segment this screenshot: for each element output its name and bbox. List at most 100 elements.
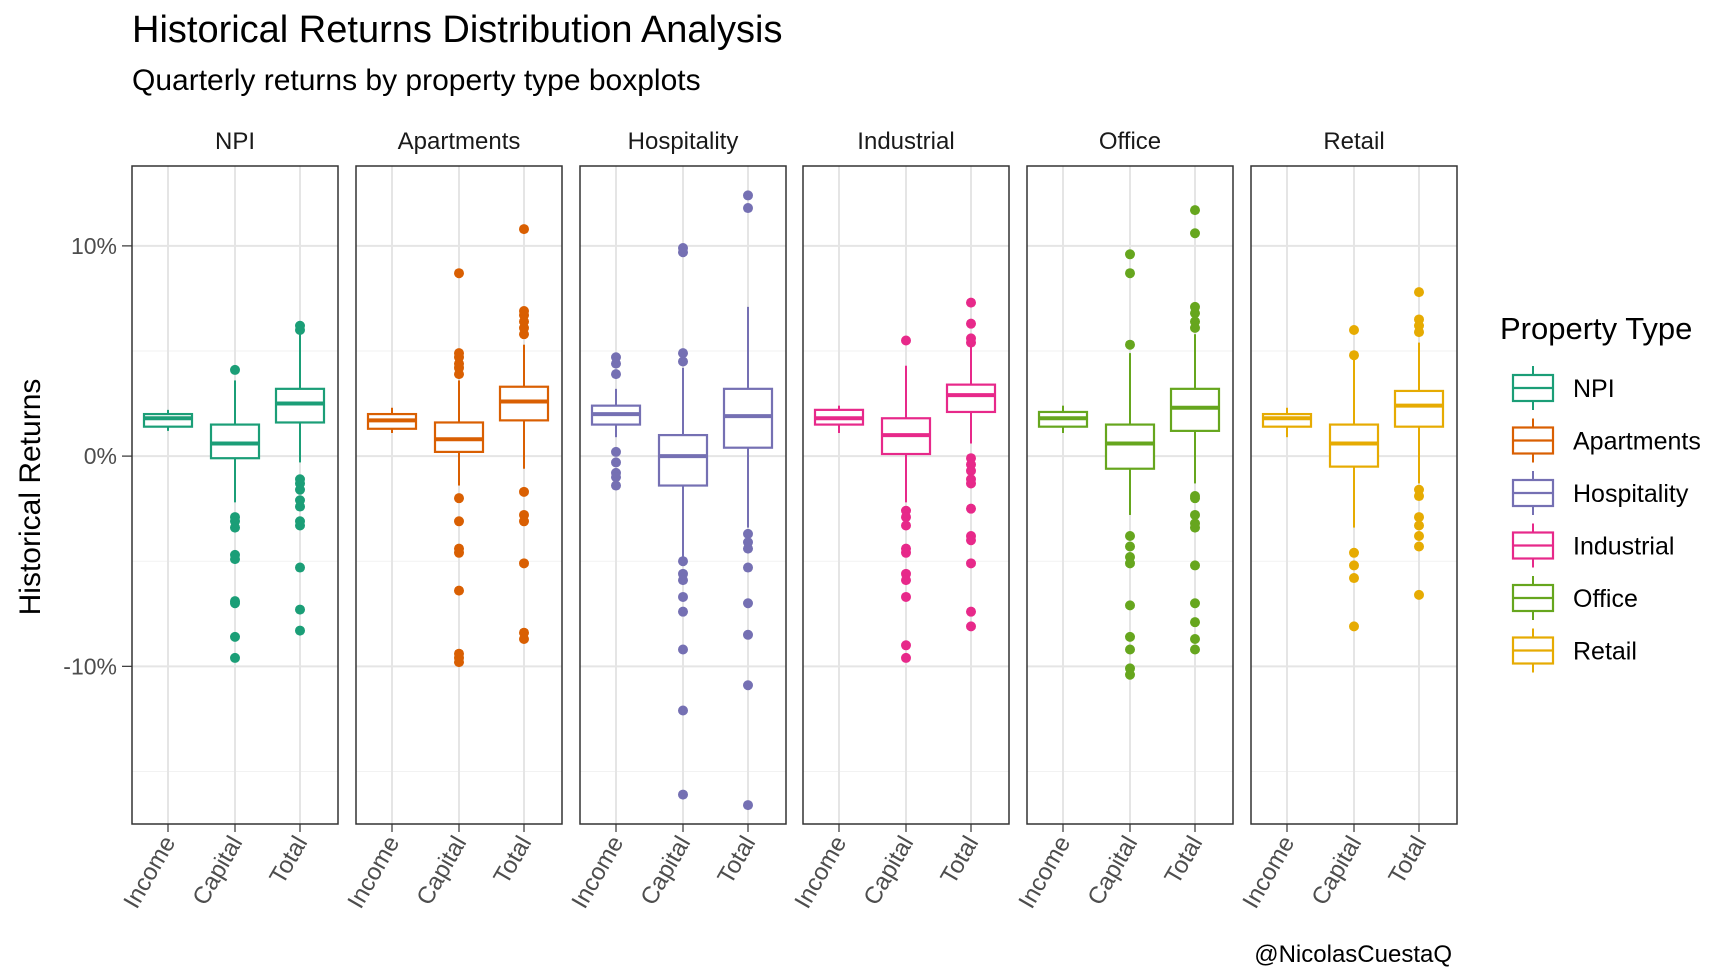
outlier-point [901,520,911,531]
outlier-point [230,652,240,663]
chart-caption: @NicolasCuestaQ [1254,941,1452,968]
outlier-point [678,242,688,253]
outlier-point [966,535,976,546]
box-office-total [1169,205,1221,655]
outlier-point [1414,287,1424,298]
outlier-point [678,575,688,586]
panel-strip-label: NPI [215,128,255,155]
box-apartments-total [498,224,550,645]
panel-strip-label: Office [1099,128,1161,155]
outlier-point [1125,558,1135,569]
x-tick-label: Income [1013,832,1076,914]
outlier-point [230,631,240,642]
outlier-point [1125,631,1135,642]
legend-item-hospitality: Hospitality [1511,471,1689,515]
outlier-point [230,364,240,375]
outlier-point [678,348,688,359]
outlier-point [454,268,464,279]
legend-item-label: Office [1573,585,1638,613]
panel-apartments: Apartments Income Capital Total [342,128,563,914]
outlier-point [743,680,753,691]
outlier-point [295,520,305,531]
outlier-point [519,306,529,317]
outlier-point [1125,669,1135,680]
box-hospitality-total [722,190,774,811]
legend-title: Property Type [1500,311,1692,346]
outlier-point [1414,327,1424,338]
outlier-point [519,558,529,569]
box-apartments-capital [433,268,485,668]
outlier-point [743,562,753,573]
outlier-point [1190,634,1200,645]
outlier-point [1349,350,1359,361]
outlier-point [1125,339,1135,350]
outlier-point [678,705,688,716]
outlier-point [1414,589,1424,600]
x-tick-label: Income [566,832,629,914]
box-industrial-income [813,405,865,433]
outlier-point [1349,560,1359,571]
legend-item-office: Office [1511,576,1638,620]
outlier-point [1190,644,1200,655]
outlier-point [743,543,753,554]
box-office-income [1037,405,1089,433]
outlier-point [678,591,688,602]
outlier-point [678,789,688,800]
outlier-point [519,486,529,497]
x-tick-label: Capital [1082,832,1143,910]
outlier-point [966,503,976,514]
outlier-point [1125,600,1135,611]
iqr-box [433,421,485,454]
y-axis-label: Historical Returns [14,379,47,616]
outlier-point [1349,324,1359,335]
outlier-point [901,640,911,651]
outlier-point [295,501,305,512]
iqr-box [1169,387,1221,432]
panel-strip-label: Apartments [398,128,521,155]
outlier-point [230,554,240,565]
outlier-point [1190,617,1200,628]
x-tick-label: Capital [858,832,919,910]
iqr-box [274,387,326,424]
iqr-box [1104,423,1156,470]
legend-items: NPI Apartments Hospitality Industrial Office… [1511,366,1701,673]
y-tick-label: -10% [63,653,117,679]
outlier-point [1414,520,1424,531]
outlier-point [743,203,753,214]
y-tick-label: 10% [71,233,117,259]
box-hospitality-income [590,352,642,491]
chart-title: Historical Returns Distribution Analysis [132,9,782,51]
outlier-point [454,657,464,668]
outlier-point [966,337,976,348]
outlier-point [611,472,621,483]
panel-strip-label: Industrial [857,128,954,155]
box-npi-capital [209,364,261,663]
iqr-box [142,412,194,428]
outlier-point [1190,560,1200,571]
x-tick-label: Income [342,832,405,914]
outlier-point [1125,541,1135,552]
outlier-point [1349,573,1359,584]
x-tick-label: Capital [1306,832,1367,910]
legend-item-retail: Retail [1511,628,1637,673]
outlier-point [1414,491,1424,502]
outlier-point [901,335,911,346]
outlier-point [966,318,976,329]
outlier-point [1414,541,1424,552]
x-tick-label: Total [264,832,313,889]
x-tick-label: Total [488,832,537,889]
iqr-box [1261,412,1313,428]
panel-industrial: Industrial Income Capital Total [789,128,1010,913]
box-retail-total [1393,287,1445,600]
panel-office: Office Income Capital Total [1013,128,1234,914]
outlier-point [611,480,621,491]
x-tick-label: Total [935,832,984,889]
outlier-point [743,190,753,201]
outlier-point [901,652,911,663]
y-tick-labels: 10% 0% -10% [63,233,132,679]
x-tick-label: Income [118,832,181,914]
outlier-point [743,598,753,609]
outlier-point [454,547,464,558]
box-industrial-total [945,297,997,632]
